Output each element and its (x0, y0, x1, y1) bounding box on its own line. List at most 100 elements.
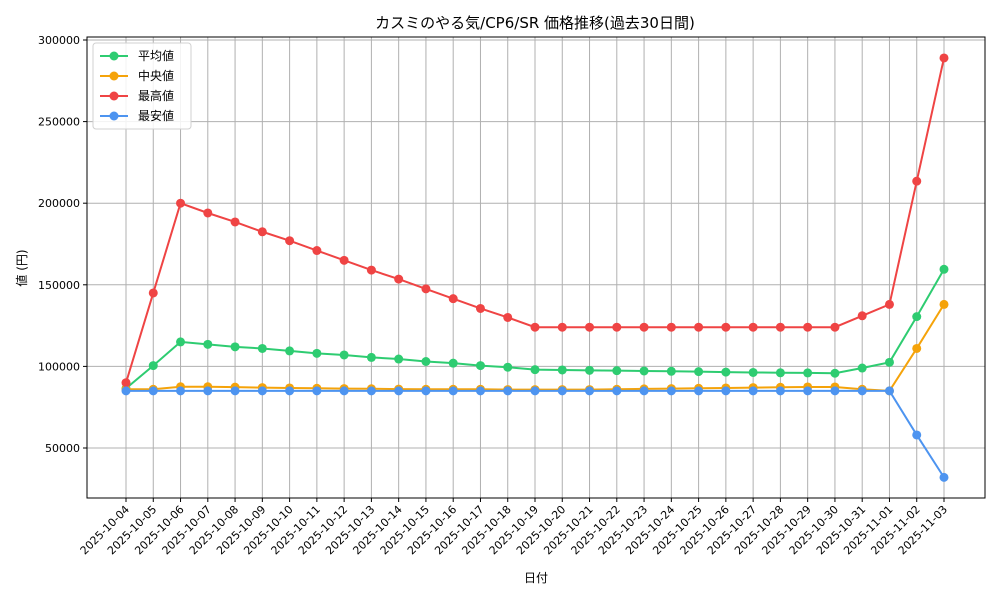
data-point (257, 386, 267, 396)
data-point (339, 255, 349, 265)
data-point (557, 322, 567, 332)
data-point (394, 354, 404, 364)
data-point (285, 236, 295, 246)
chart-title: カスミのやる気/CP6/SR 価格推移(過去30日間) (375, 14, 695, 32)
data-point (176, 198, 186, 208)
data-point (394, 386, 404, 396)
data-point (612, 366, 622, 376)
y-axis-ticks: 50000 100000 150000 200000 250000 300000 (38, 34, 87, 455)
data-point (285, 346, 295, 356)
data-point (694, 386, 704, 396)
data-point (421, 357, 431, 367)
data-point (748, 386, 758, 396)
data-point (121, 378, 131, 388)
data-point (585, 365, 595, 375)
data-point (639, 366, 649, 376)
data-point (639, 322, 649, 332)
data-point (339, 350, 349, 360)
data-point (884, 357, 894, 367)
data-point (639, 386, 649, 396)
data-point (257, 227, 267, 237)
data-point (557, 365, 567, 375)
data-point (721, 367, 731, 377)
data-point (557, 386, 567, 396)
data-point (666, 322, 676, 332)
data-point (230, 386, 240, 396)
series-lines (121, 53, 949, 482)
data-point (448, 294, 458, 304)
data-point (421, 284, 431, 294)
data-point (912, 176, 922, 186)
data-point (666, 366, 676, 376)
data-point (612, 322, 622, 332)
data-point (694, 367, 704, 377)
data-point (939, 53, 949, 63)
data-point (176, 337, 186, 347)
y-tick-label: 200000 (38, 197, 80, 210)
data-point (285, 386, 295, 396)
data-point (612, 386, 622, 396)
data-point (394, 274, 404, 284)
data-point (448, 358, 458, 368)
data-point (884, 386, 894, 396)
data-point (148, 386, 158, 396)
data-point (475, 361, 485, 371)
series-3 (121, 386, 949, 482)
data-point (203, 386, 213, 396)
data-point (366, 265, 376, 275)
data-point (503, 362, 513, 372)
legend-label: 平均値 (138, 48, 174, 63)
data-point (666, 386, 676, 396)
data-point (775, 386, 785, 396)
data-point (448, 386, 458, 396)
data-point (530, 386, 540, 396)
y-tick-label: 300000 (38, 34, 80, 47)
data-point (312, 246, 322, 256)
data-point (530, 365, 540, 375)
data-point (257, 343, 267, 353)
data-point (148, 288, 158, 298)
data-point (503, 312, 513, 322)
x-axis-label: 日付 (524, 571, 548, 585)
legend-label: 最安値 (138, 108, 174, 123)
data-point (830, 386, 840, 396)
data-point (803, 322, 813, 332)
data-point (748, 322, 758, 332)
data-point (230, 342, 240, 352)
data-point (775, 368, 785, 378)
data-point (176, 386, 186, 396)
data-point (721, 322, 731, 332)
series-2 (121, 53, 949, 388)
data-point (339, 386, 349, 396)
y-axis-label: 値 (円) (14, 249, 29, 286)
data-point (694, 322, 704, 332)
data-point (912, 343, 922, 353)
data-point (312, 386, 322, 396)
y-tick-label: 50000 (45, 442, 80, 455)
data-point (857, 363, 867, 373)
data-point (312, 348, 322, 358)
data-point (366, 386, 376, 396)
data-point (857, 386, 867, 396)
data-point (203, 339, 213, 349)
y-tick-label: 150000 (38, 279, 80, 292)
grid-lines (87, 37, 985, 498)
plot-frame (86, 36, 986, 499)
data-point (803, 386, 813, 396)
data-point (721, 386, 731, 396)
data-point (884, 299, 894, 309)
data-point (748, 367, 758, 377)
data-point (803, 368, 813, 378)
data-point (912, 312, 922, 322)
data-point (585, 386, 595, 396)
x-axis-ticks: 2025-10-042025-10-052025-10-062025-10-07… (78, 498, 950, 557)
data-point (230, 217, 240, 227)
legend-marker-icon (109, 71, 119, 81)
data-point (585, 322, 595, 332)
data-point (530, 322, 540, 332)
data-point (203, 208, 213, 218)
data-point (830, 368, 840, 378)
data-point (475, 386, 485, 396)
legend-marker-icon (109, 111, 119, 121)
